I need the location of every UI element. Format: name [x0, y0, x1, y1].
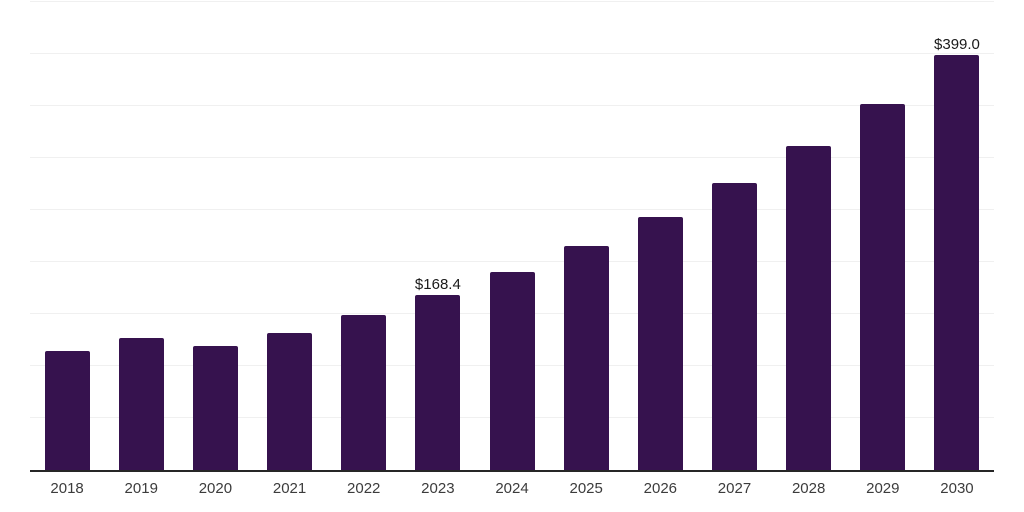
x-tick-2025: 2025 [569, 480, 603, 497]
x-tick-2022: 2022 [347, 480, 381, 497]
x-axis-labels: 2018 2019 2020 2021 2022 2023 2024 2025 2026 2027… [30, 472, 994, 496]
bar-2030: $399.0 [934, 37, 980, 470]
bar-2019 [118, 338, 164, 470]
bar-slot-2024 [475, 2, 549, 470]
gridline-400 [30, 53, 994, 54]
bar-2028 [786, 145, 832, 470]
x-tick-2027: 2027 [717, 480, 752, 497]
bar-slot-2027 [697, 2, 771, 470]
x-tick-2020: 2020 [198, 480, 233, 497]
bar-2022 [341, 315, 387, 470]
x-tick-2029: 2029 [866, 480, 900, 497]
bar-2026 [637, 216, 683, 470]
bar-slot-2022 [327, 2, 401, 470]
bars-container: $168.4 $399.0 [30, 2, 994, 470]
bar-2024 [489, 271, 535, 470]
bar-2021 [267, 332, 313, 470]
bar-slot-2026 [623, 2, 697, 470]
gridline-200 [30, 261, 994, 262]
x-tick-2028: 2028 [791, 480, 826, 497]
x-tick-2026: 2026 [643, 480, 678, 497]
bar-2018 [44, 350, 90, 470]
x-axis-line [30, 470, 994, 472]
x-tick-2021: 2021 [272, 480, 307, 497]
bar-2029 [860, 103, 906, 470]
bar-2027 [711, 183, 757, 470]
bar-slot-2021 [252, 2, 326, 470]
gridline-450 [30, 1, 994, 2]
value-label-2023: $168.4 [414, 275, 461, 293]
bar-slot-2018 [30, 2, 104, 470]
gridline-350 [30, 105, 994, 106]
x-tick-2024: 2024 [495, 480, 529, 497]
bar-2023: $168.4 [415, 277, 461, 470]
x-tick-2030: 2030 [940, 480, 974, 497]
bar-2020 [192, 346, 238, 470]
x-tick-2018: 2018 [50, 480, 84, 497]
gridline-250 [30, 209, 994, 210]
bar-2025 [563, 245, 609, 470]
bar-slot-2028 [772, 2, 846, 470]
value-label-2030: $399.0 [934, 36, 980, 54]
bar-slot-2023: $168.4 [401, 2, 475, 470]
bar-slot-2030: $399.0 [920, 2, 994, 470]
bar-slot-2029 [846, 2, 920, 470]
bar-slot-2025 [549, 2, 623, 470]
gridline-300 [30, 157, 994, 159]
bar-slot-2019 [104, 2, 178, 470]
bar-slot-2020 [178, 2, 252, 470]
plot-area: $168.4 $399.0 [30, 1, 994, 470]
x-tick-2023: 2023 [421, 480, 455, 497]
x-tick-2019: 2019 [124, 480, 158, 497]
